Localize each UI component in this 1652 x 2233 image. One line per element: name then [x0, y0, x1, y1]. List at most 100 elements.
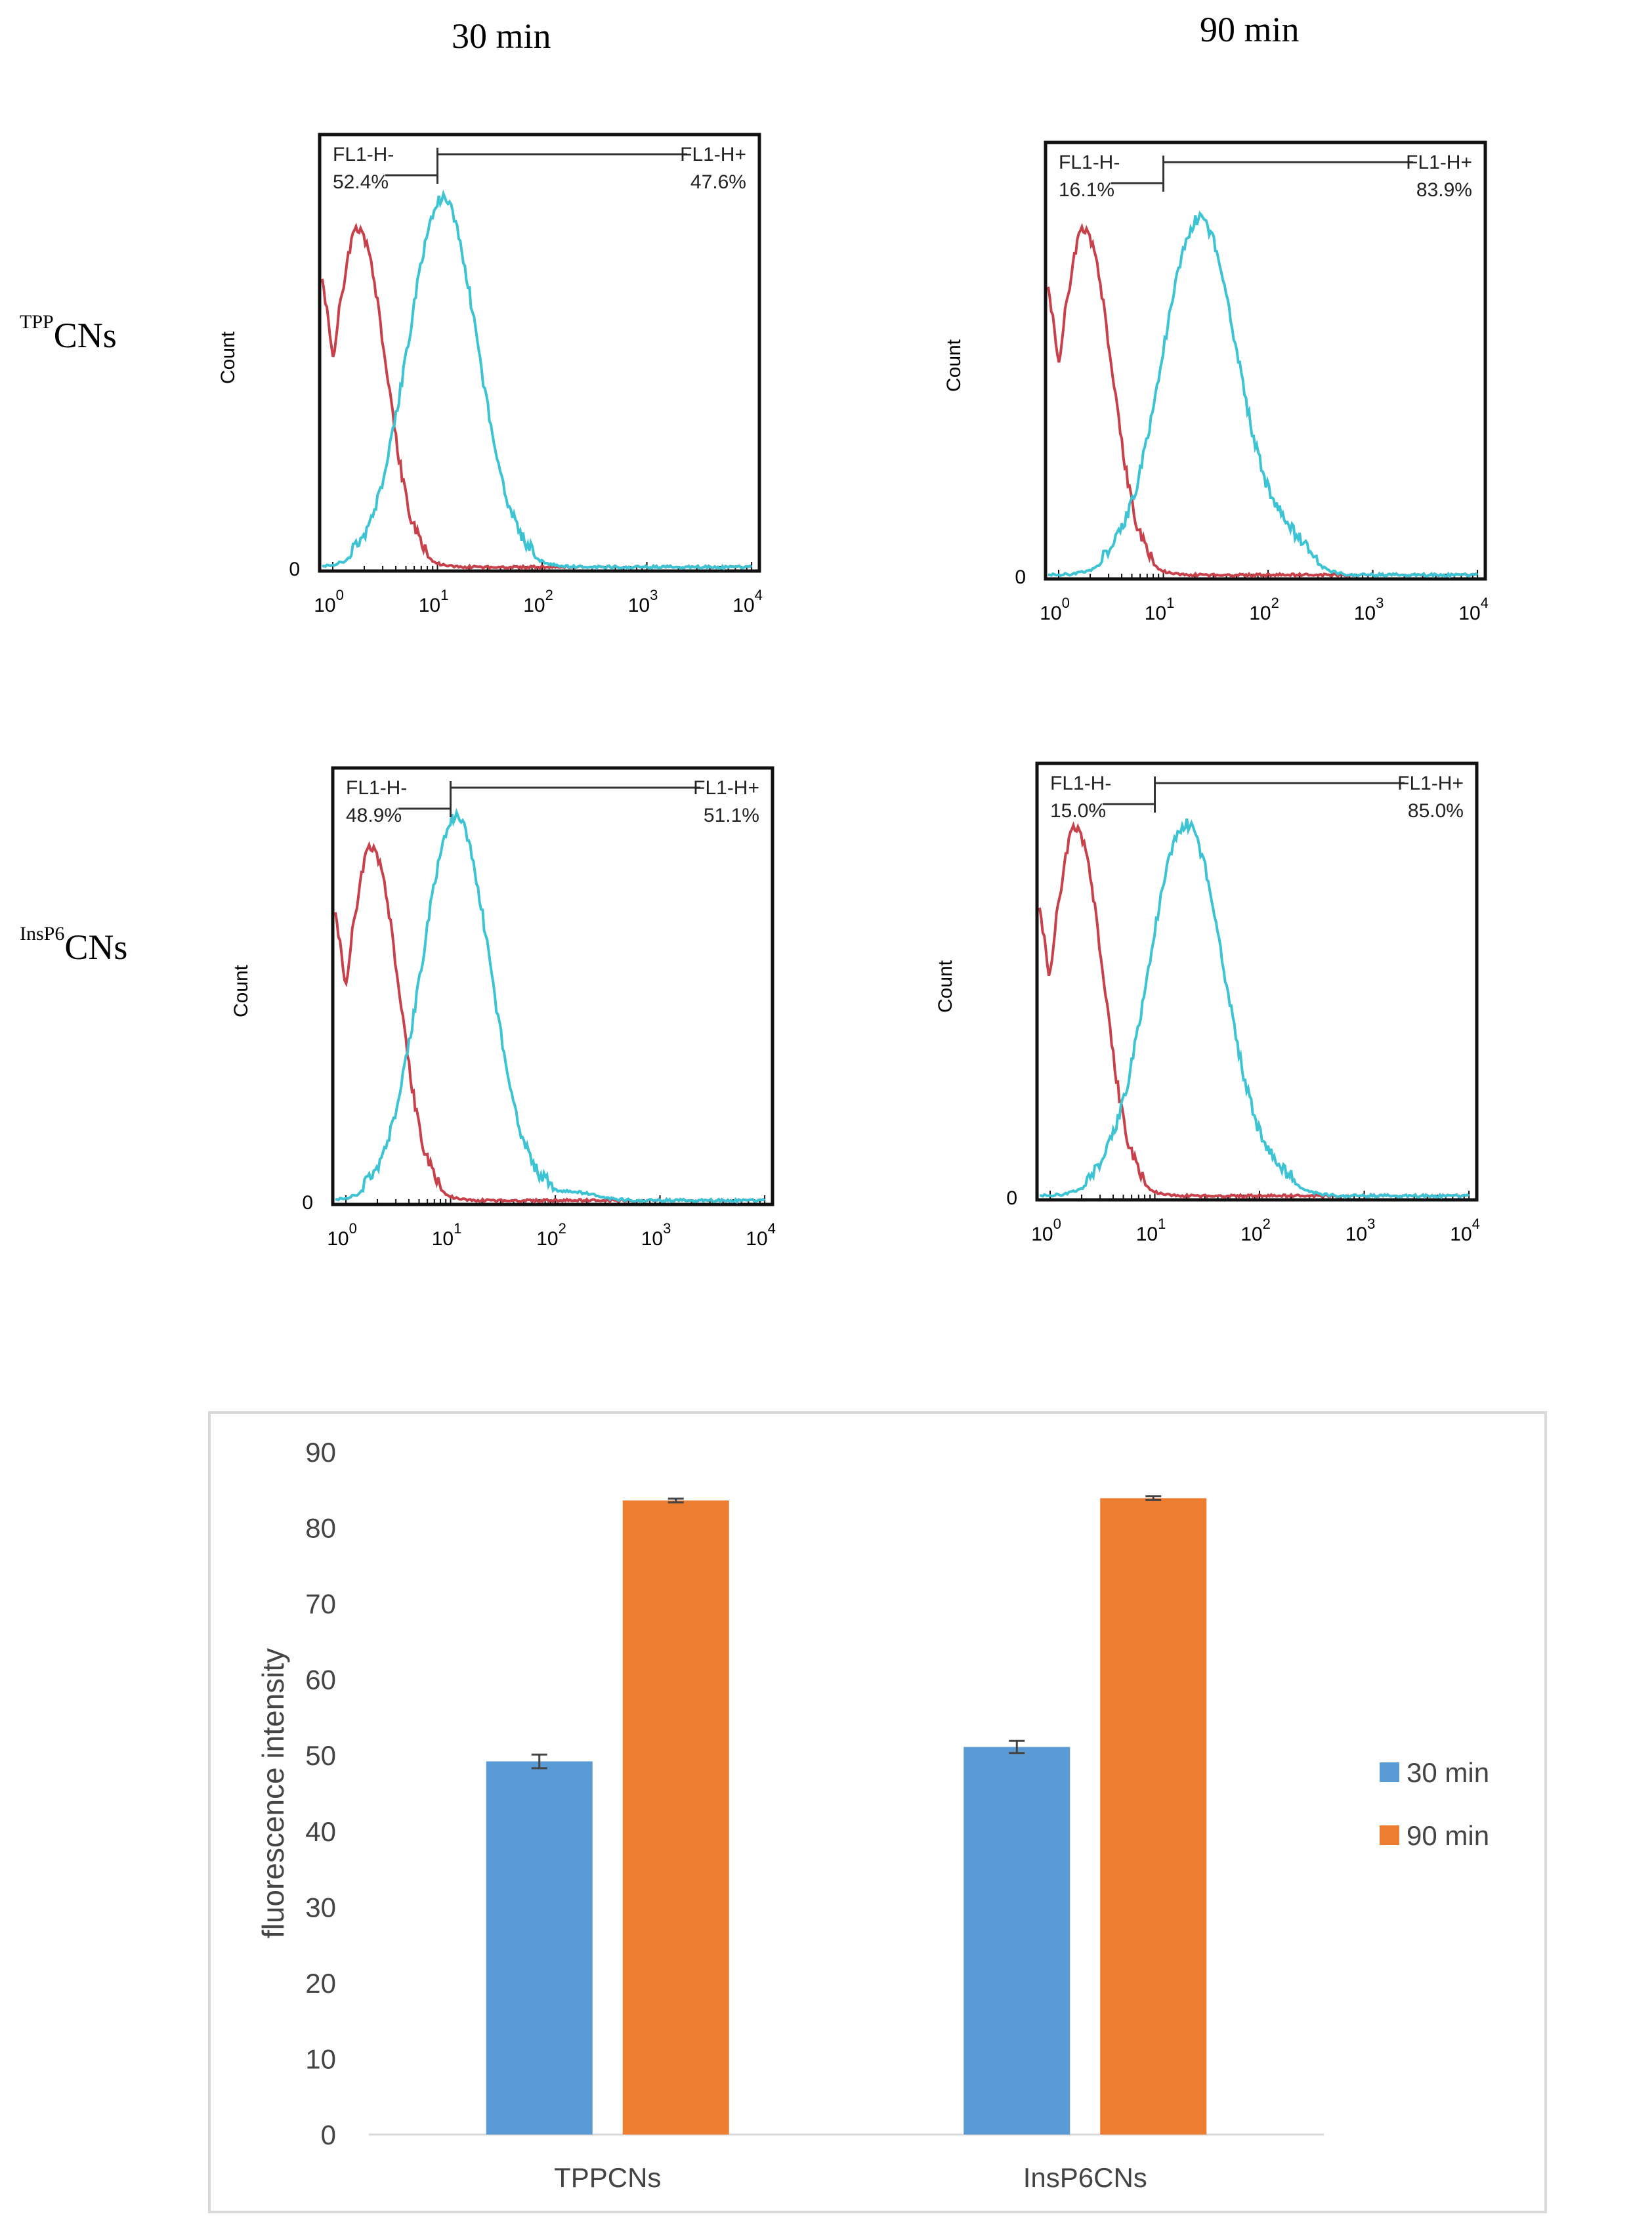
row-label-tpp-sup: TPP	[20, 311, 54, 333]
legend-label: 90 min	[1407, 1820, 1489, 1851]
column-title-30min: 30 min	[452, 16, 551, 56]
gate-positive-pct: 83.9%	[1416, 179, 1472, 201]
gate-positive-pct: 47.6%	[690, 171, 746, 193]
gate-marker	[1111, 156, 1413, 192]
gate-marker	[385, 148, 687, 184]
gate-negative-pct: 15.0%	[1050, 800, 1106, 822]
gate-positive-pct: 51.1%	[704, 805, 759, 826]
x-tick-label: 104	[1458, 595, 1489, 624]
row-label-insp6-sup: InsP6	[20, 923, 65, 945]
x-ticks: 100 101 102 103 104	[314, 562, 763, 616]
control-histogram-curve	[1038, 821, 1470, 1200]
y-tick-label: 10	[305, 2043, 336, 2074]
bar	[964, 1747, 1070, 2135]
y-tick-label: 50	[305, 1740, 336, 1771]
x-tick-label: 103	[1354, 595, 1384, 624]
gate-negative-label: FL1-H-	[333, 144, 394, 165]
x-tick-label: 102	[1240, 1216, 1271, 1245]
y-tick-label: 40	[305, 1816, 336, 1847]
control-histogram-curve	[321, 222, 753, 571]
histogram-insp6-90: 100 101 102 103 104 FL1-H- 15.0% FL1-H+ 85.0…	[935, 761, 1480, 1245]
y-tick-label: 30	[305, 1892, 336, 1923]
x-tick-label: 100	[327, 1220, 357, 1250]
y-axis-label: Count	[217, 331, 239, 384]
histogram-tpp-30: 100 101 102 103 104 FL1-H- 52.4% FL1-H+ 47.6…	[217, 133, 763, 616]
sample-histogram-curve	[1048, 211, 1479, 579]
gate-negative-label: FL1-H-	[1059, 152, 1120, 173]
y-zero-label: 0	[302, 1192, 313, 1214]
bar	[622, 1500, 729, 2135]
y-tick-label: 80	[305, 1513, 336, 1544]
y-axis-label: Count	[943, 339, 965, 392]
x-tick-label: 103	[628, 587, 658, 616]
x-tick-label: 103	[641, 1220, 671, 1250]
x-tick-label: 102	[536, 1220, 566, 1250]
gate-negative-pct: 16.1%	[1059, 179, 1114, 201]
y-tick-label: 90	[305, 1437, 336, 1468]
histogram-insp6-30: 100 101 102 103 104 FL1-H- 48.9% FL1-H+ 51.1…	[230, 766, 776, 1250]
x-tick-label: 101	[1145, 595, 1175, 624]
row-label-tpp-main: CNs	[53, 316, 117, 355]
column-title-90min: 90 min	[1200, 10, 1300, 49]
category-label: TPPCNs	[554, 2162, 661, 2193]
x-tick-label: 100	[1031, 1216, 1061, 1245]
row-label-insp6-main: CNs	[64, 927, 128, 967]
gate-negative-pct: 52.4%	[333, 171, 389, 193]
gate-negative-pct: 48.9%	[346, 805, 402, 826]
legend-swatch	[1380, 1825, 1399, 1845]
bar	[486, 1761, 593, 2135]
y-zero-label: 0	[1006, 1187, 1017, 1209]
gate-positive-label: FL1-H+	[1397, 773, 1464, 794]
gate-positive-label: FL1-H+	[1406, 152, 1472, 173]
chart-border	[208, 1411, 1547, 2213]
x-ticks: 100 101 102 103 104	[1040, 570, 1489, 624]
control-histogram-curve	[334, 841, 766, 1204]
gate-negative-label: FL1-H-	[346, 777, 407, 799]
y-tick-labels: 0 10 20 30 40 50 60 70 80 90	[305, 1437, 336, 2150]
legend: 30 min 90 min	[1380, 1757, 1489, 1851]
x-tick-label: 101	[419, 587, 449, 616]
x-tick-label: 104	[732, 587, 763, 616]
y-zero-label: 0	[289, 559, 300, 580]
gate-marker	[1103, 776, 1405, 813]
gate-positive-label: FL1-H+	[693, 777, 759, 799]
x-tick-label: 104	[746, 1220, 776, 1250]
x-tick-label: 100	[314, 587, 344, 616]
x-tick-label: 104	[1450, 1216, 1480, 1245]
x-tick-label: 103	[1345, 1216, 1376, 1245]
sample-histogram-curve	[335, 807, 766, 1204]
bar	[1100, 1498, 1207, 2135]
x-tick-label: 100	[1040, 595, 1070, 624]
gate-positive-pct: 85.0%	[1408, 800, 1464, 822]
y-axis-label: Count	[230, 964, 252, 1017]
legend-label: 30 min	[1407, 1757, 1489, 1788]
control-histogram-curve	[1047, 223, 1479, 579]
row-label-tpp: TPPCNs	[20, 311, 117, 356]
y-tick-label: 0	[321, 2119, 336, 2150]
plot-frame	[318, 133, 761, 573]
x-tick-label: 101	[1136, 1216, 1166, 1245]
histogram-tpp-90: 100 101 102 103 104 FL1-H- 16.1% FL1-H+ 83.9…	[943, 140, 1489, 624]
y-tick-label: 60	[305, 1665, 336, 1695]
y-tick-label: 70	[305, 1588, 336, 1619]
y-tick-label: 20	[305, 1968, 336, 1999]
x-tick-label: 102	[1249, 595, 1279, 624]
sample-histogram-curve	[322, 189, 753, 571]
gate-marker	[398, 781, 700, 817]
category-label: InsP6CNs	[1023, 2162, 1147, 2193]
y-zero-label: 0	[1015, 566, 1026, 588]
histogram-figure: 100 101 102 103 104 FL1-H- 52.4% FL1-H+ 47.6…	[217, 133, 1489, 1250]
x-tick-label: 102	[523, 587, 553, 616]
bar-chart: 0 10 20 30 40 50 60 70 80 90 TPPCNs InsP6CNs fluor…	[208, 1411, 1547, 2213]
bars	[486, 1495, 1207, 2135]
category-labels: TPPCNs InsP6CNs	[554, 2162, 1147, 2193]
row-label-insp6: InsP6CNs	[20, 923, 128, 968]
y-axis-label: Count	[935, 960, 956, 1013]
legend-swatch	[1380, 1762, 1399, 1782]
gate-negative-label: FL1-H-	[1050, 773, 1111, 794]
x-tick-label: 101	[432, 1220, 462, 1250]
y-axis-label: fluorescence intensity	[256, 1648, 290, 1938]
sample-histogram-curve	[1039, 818, 1470, 1200]
gate-positive-label: FL1-H+	[680, 144, 746, 165]
x-ticks: 100 101 102 103 104	[327, 1195, 776, 1250]
